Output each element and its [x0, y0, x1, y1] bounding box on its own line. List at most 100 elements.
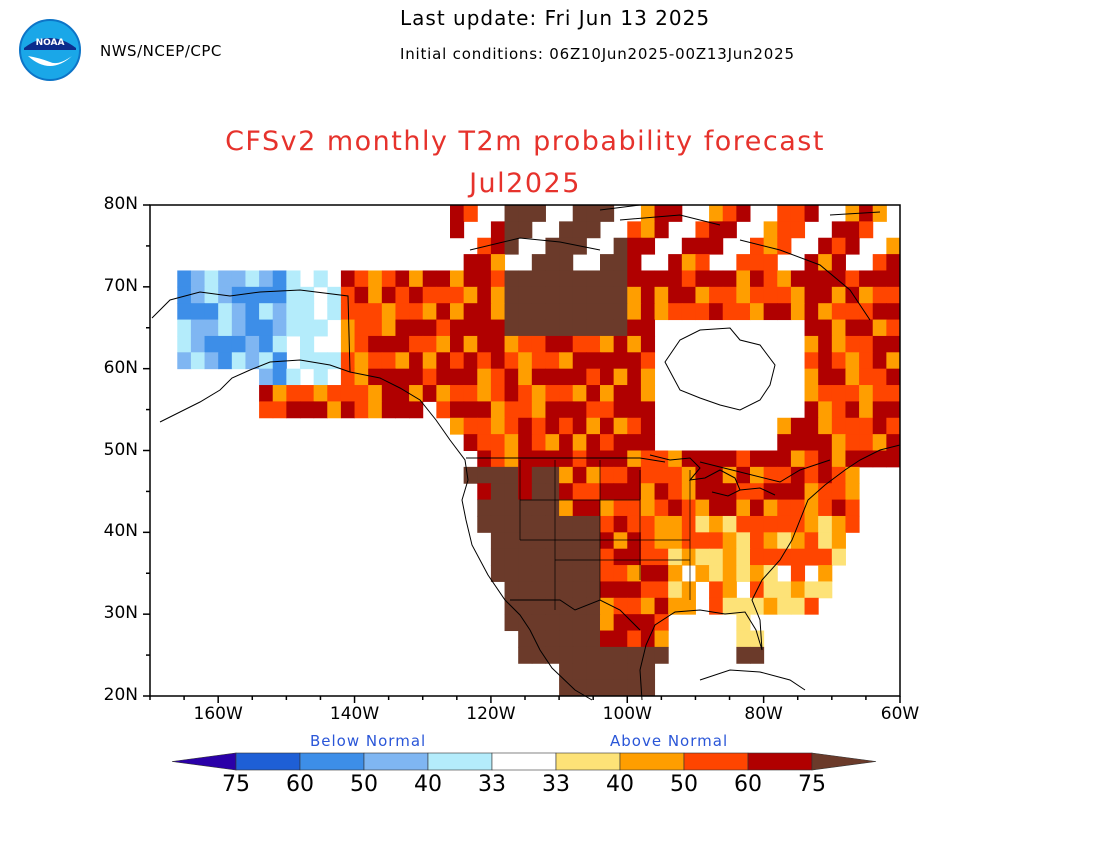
grid-cell — [790, 221, 806, 239]
grid-cell — [586, 679, 601, 697]
grid-cell — [859, 270, 874, 288]
grid-cell — [818, 565, 833, 582]
grid-cell — [231, 270, 246, 288]
grid-cell — [286, 303, 301, 321]
grid-cell — [613, 515, 628, 533]
grid-cell — [245, 319, 260, 337]
grid-cell — [790, 466, 806, 484]
grid-cell — [518, 401, 533, 419]
lat-label-70N: 70N — [103, 275, 138, 296]
grid-cell — [790, 450, 806, 468]
grid-cell — [504, 548, 519, 566]
grid-cell — [886, 450, 901, 468]
grid-cell — [613, 385, 628, 402]
grid-cell — [709, 221, 724, 239]
grid-cell — [477, 319, 492, 337]
grid-cell — [504, 450, 519, 468]
grid-cell — [613, 237, 628, 255]
grid-cell — [504, 581, 519, 599]
grid-cell — [872, 254, 887, 271]
grid-cell — [695, 270, 710, 288]
grid-cell — [681, 499, 696, 517]
grid-cell — [381, 401, 396, 419]
grid-cell — [518, 581, 533, 599]
grid-cell — [545, 466, 560, 484]
grid-cell — [804, 581, 819, 599]
grid-cell — [790, 581, 806, 599]
grid-cell — [831, 434, 846, 451]
grid-cell — [559, 286, 574, 304]
grid-cell — [313, 319, 328, 337]
grid-cell — [477, 434, 492, 451]
grid-cell — [463, 368, 478, 386]
grid-cell — [736, 286, 751, 304]
grid-cell — [490, 499, 506, 517]
lon-label-60W: 60W — [880, 704, 920, 724]
grid-cell — [518, 368, 533, 386]
grid-cell — [436, 335, 451, 353]
grid-cell — [818, 352, 833, 370]
grid-cell — [600, 385, 615, 402]
grid-cell — [463, 286, 478, 304]
lat-label-50N: 50N — [103, 439, 138, 460]
grid-cell — [463, 466, 478, 484]
last-update-text: Last update: Fri Jun 13 2025 — [400, 6, 711, 30]
grid-cell — [600, 352, 615, 370]
grid-cell — [409, 368, 424, 386]
grid-cell — [613, 483, 628, 501]
grid-cell — [831, 499, 846, 517]
grid-cell — [668, 581, 683, 599]
grid-cell — [627, 270, 642, 288]
grid-cell — [409, 286, 424, 304]
grid-cell — [286, 270, 301, 288]
grid-cell — [531, 499, 546, 517]
grid-cell — [709, 466, 724, 484]
grid-cell — [463, 385, 478, 402]
above-normal-label: Above Normal — [610, 732, 729, 750]
grid-cell — [736, 270, 751, 288]
grid-cell — [668, 532, 683, 550]
grid-cell — [286, 286, 301, 304]
grid-cell — [654, 597, 669, 615]
grid-cell — [586, 515, 601, 533]
grid-cell — [450, 303, 465, 321]
grid-cell — [463, 434, 478, 451]
grid-cell — [845, 401, 860, 419]
grid-cell — [722, 270, 737, 288]
grid-cell — [736, 483, 751, 501]
grid-cell — [518, 434, 533, 451]
grid-cell — [518, 565, 533, 582]
grid-cell — [190, 352, 206, 370]
grid-cell — [559, 434, 574, 451]
grid-cell — [613, 630, 628, 648]
grid-cell — [831, 221, 846, 239]
grid-cell — [545, 630, 560, 648]
grid-cell — [559, 679, 574, 697]
grid-cell — [518, 205, 533, 222]
grid-cell — [600, 254, 615, 271]
grid-cell — [204, 303, 219, 321]
grid-cell — [559, 450, 574, 468]
grid-cell — [627, 532, 642, 550]
grid-cell — [818, 335, 833, 353]
grid-cell — [640, 548, 656, 566]
grid-cell — [559, 663, 574, 681]
grid-cell — [477, 450, 492, 468]
grid-cell — [531, 630, 546, 648]
grid-cell — [586, 499, 601, 517]
grid-cell — [600, 663, 615, 681]
legend-swatch-10 — [811, 752, 877, 771]
grid-cell — [572, 499, 587, 517]
grid-cell — [872, 352, 887, 370]
grid-cell — [709, 450, 724, 468]
grid-cell — [736, 254, 751, 271]
grid-cell — [640, 335, 656, 353]
grid-cell — [640, 597, 656, 615]
grid-cell — [640, 237, 656, 255]
grid-cell — [531, 581, 546, 599]
state-boundaries — [519, 460, 691, 610]
grid-cell — [531, 417, 546, 435]
grid-cell — [559, 417, 574, 435]
grid-cell — [272, 385, 287, 402]
grid-cell — [395, 368, 410, 386]
